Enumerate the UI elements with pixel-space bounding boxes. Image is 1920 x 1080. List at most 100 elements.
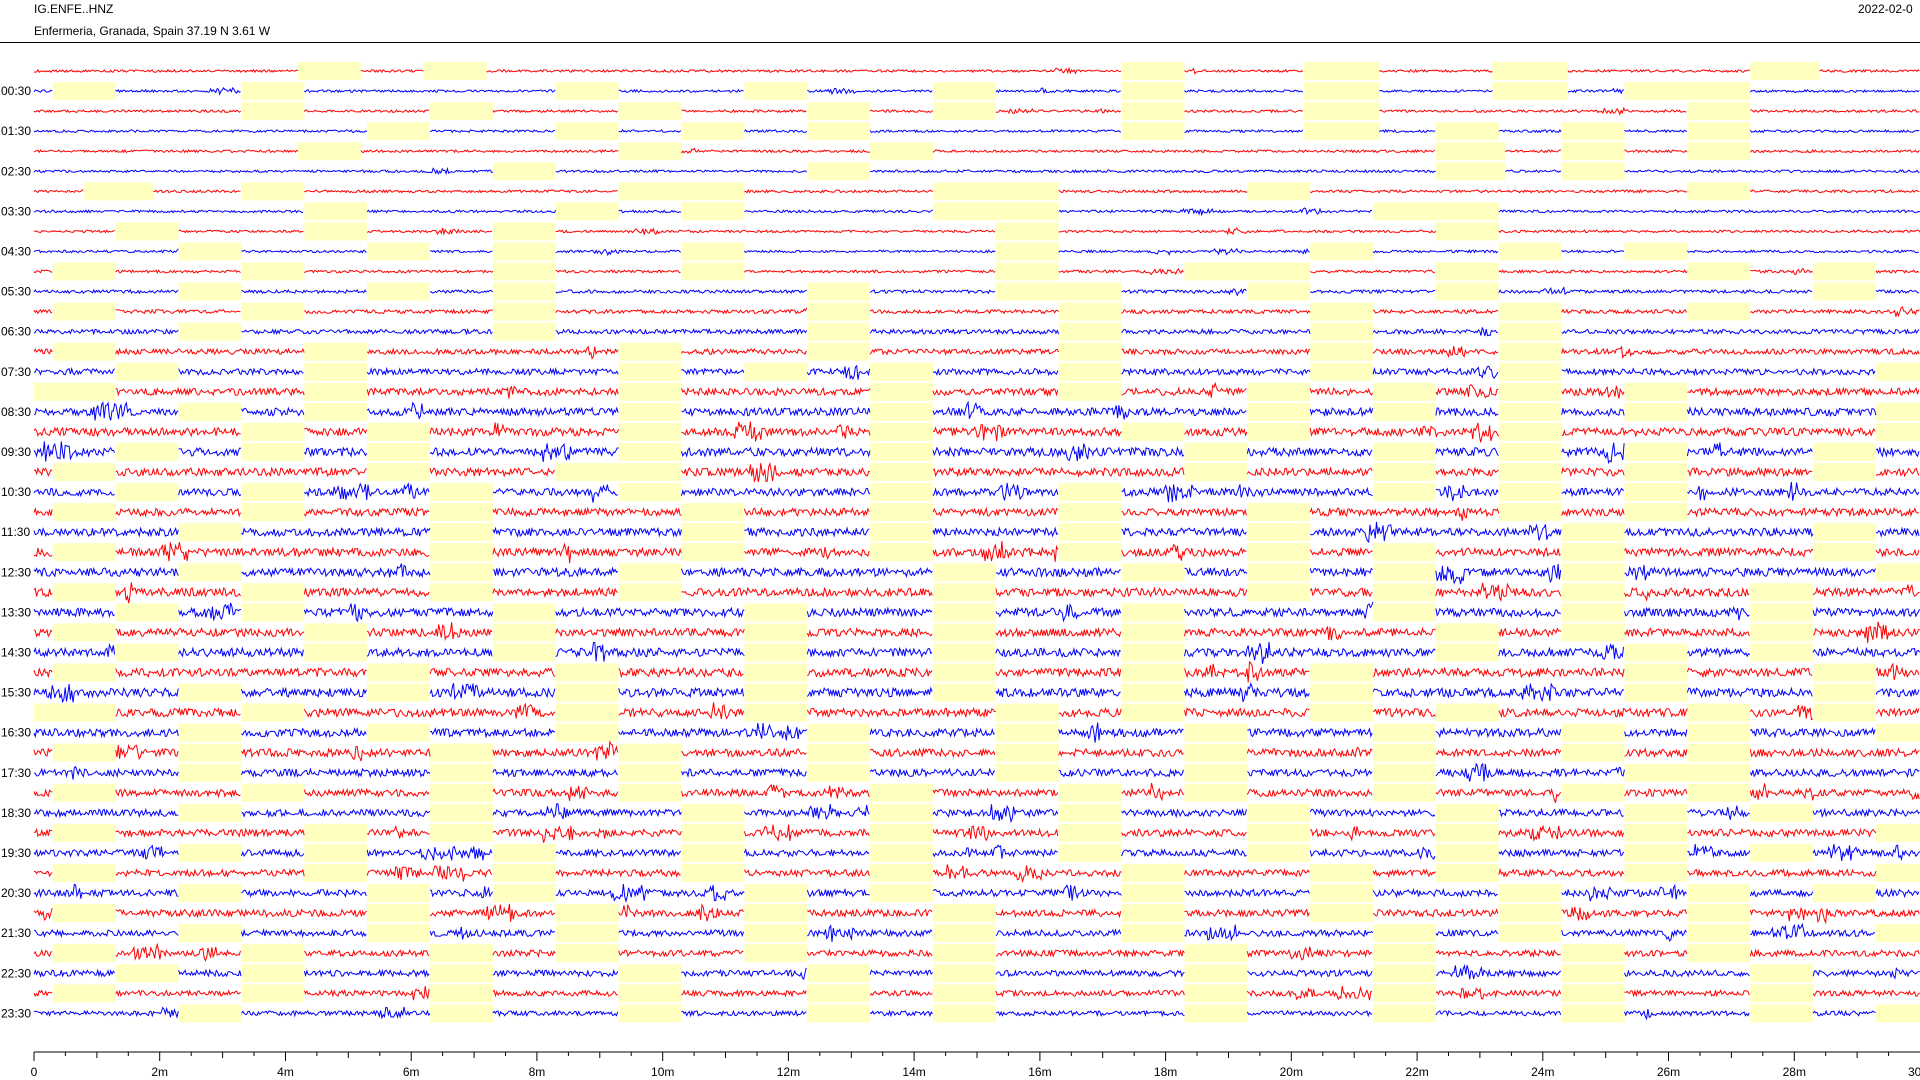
data-gap [304,402,368,421]
data-gap [807,984,871,1003]
row-time-label: 00:30 [1,84,31,98]
data-gap [178,803,242,822]
data-gap [995,282,1059,301]
data-gap [681,242,745,261]
data-gap [933,603,996,622]
data-gap [241,82,305,100]
data-gap [1498,924,1562,943]
time-tick-label: 20m [1280,1065,1303,1079]
data-gap [1310,242,1374,261]
seismic-trace [33,364,1876,381]
data-gap [933,202,996,221]
data-gap [241,442,305,461]
seismic-trace [34,762,1920,782]
row-time-label: 05:30 [1,285,31,299]
data-gap [1750,583,1814,602]
data-gap [1184,463,1248,481]
data-gap [870,402,933,421]
data-gap [555,82,619,100]
row-time-label: 14:30 [1,646,31,660]
data-gap [367,663,431,682]
seismic-trace [33,345,1920,360]
time-axis: 0 2m 4m 6m 8m 10m 12m 14m 16m 18m 20m 22m 24m 26m 28m 3… [31,1051,1920,1079]
data-gap [807,743,871,762]
data-gap [492,162,556,181]
data-gap [1435,262,1499,281]
seismic-trace [33,621,1920,644]
data-gap-layer [34,62,1920,1023]
data-gap [995,763,1059,782]
data-gap [1373,543,1436,562]
data-gap [1247,523,1311,542]
data-gap [1373,763,1436,782]
seismic-trace [33,166,1920,176]
seismic-trace [33,641,1920,664]
data-gap [178,844,242,862]
data-gap [933,1004,996,1023]
row-label-layer: 00:30 01:30 02:30 03:30 04:30 05:30 06:30 07:30… [1,84,31,1020]
data-gap [1247,543,1311,562]
data-gap [618,1004,682,1023]
time-tick-label: 26m [1657,1065,1680,1079]
data-gap [1184,723,1248,742]
data-gap [1121,122,1185,141]
data-gap [1435,142,1506,161]
data-gap [1498,342,1562,361]
data-gap [1435,162,1506,181]
seismic-trace [33,481,1920,503]
seismic-trace [33,681,1920,704]
data-gap [1750,1004,1814,1023]
data-gap [1561,523,1625,542]
data-gap [52,342,116,361]
data-gap [1561,583,1625,602]
data-gap [492,222,556,241]
data-gap [1435,202,1499,221]
data-gap [52,583,116,602]
data-gap [933,82,996,100]
data-gap [52,864,116,882]
data-gap [1813,884,1876,903]
data-gap [1435,823,1499,842]
data-gap [1813,463,1876,481]
data-gap [492,884,556,903]
data-gap [1624,463,1688,481]
row-time-label: 21:30 [1,926,31,940]
data-gap [1498,483,1562,502]
data-gap [1687,142,1751,161]
row-time-label: 10:30 [1,485,31,499]
data-gap [933,964,996,983]
data-gap [1813,683,1876,702]
data-gap [870,823,933,842]
data-gap [681,503,745,522]
data-gap [1624,82,1688,100]
data-gap [1184,442,1248,461]
data-gap [1561,743,1625,762]
station-code: IG.ENFE..HNZ [34,2,114,16]
data-gap [52,944,116,963]
data-gap [870,783,933,802]
data-gap [1624,864,1688,882]
data-gap [744,904,808,923]
data-gap [492,322,556,341]
data-gap [367,463,431,481]
data-gap [618,102,682,121]
data-gap [1121,904,1185,923]
data-gap [1498,442,1562,461]
data-gap [870,523,933,542]
data-gap [618,382,682,401]
data-gap [933,643,996,662]
data-gap [1058,483,1122,502]
data-gap [178,402,242,421]
data-gap [115,362,179,381]
seismic-trace [33,86,1920,96]
data-gap [367,122,431,141]
data-gap [1624,242,1688,261]
data-gap [241,422,305,441]
data-gap [1687,904,1751,923]
data-gap [807,102,871,121]
data-gap [1876,422,1920,441]
data-gap [1435,864,1499,882]
data-gap [1624,503,1688,522]
data-gap [1813,442,1876,461]
data-gap [1498,322,1562,341]
